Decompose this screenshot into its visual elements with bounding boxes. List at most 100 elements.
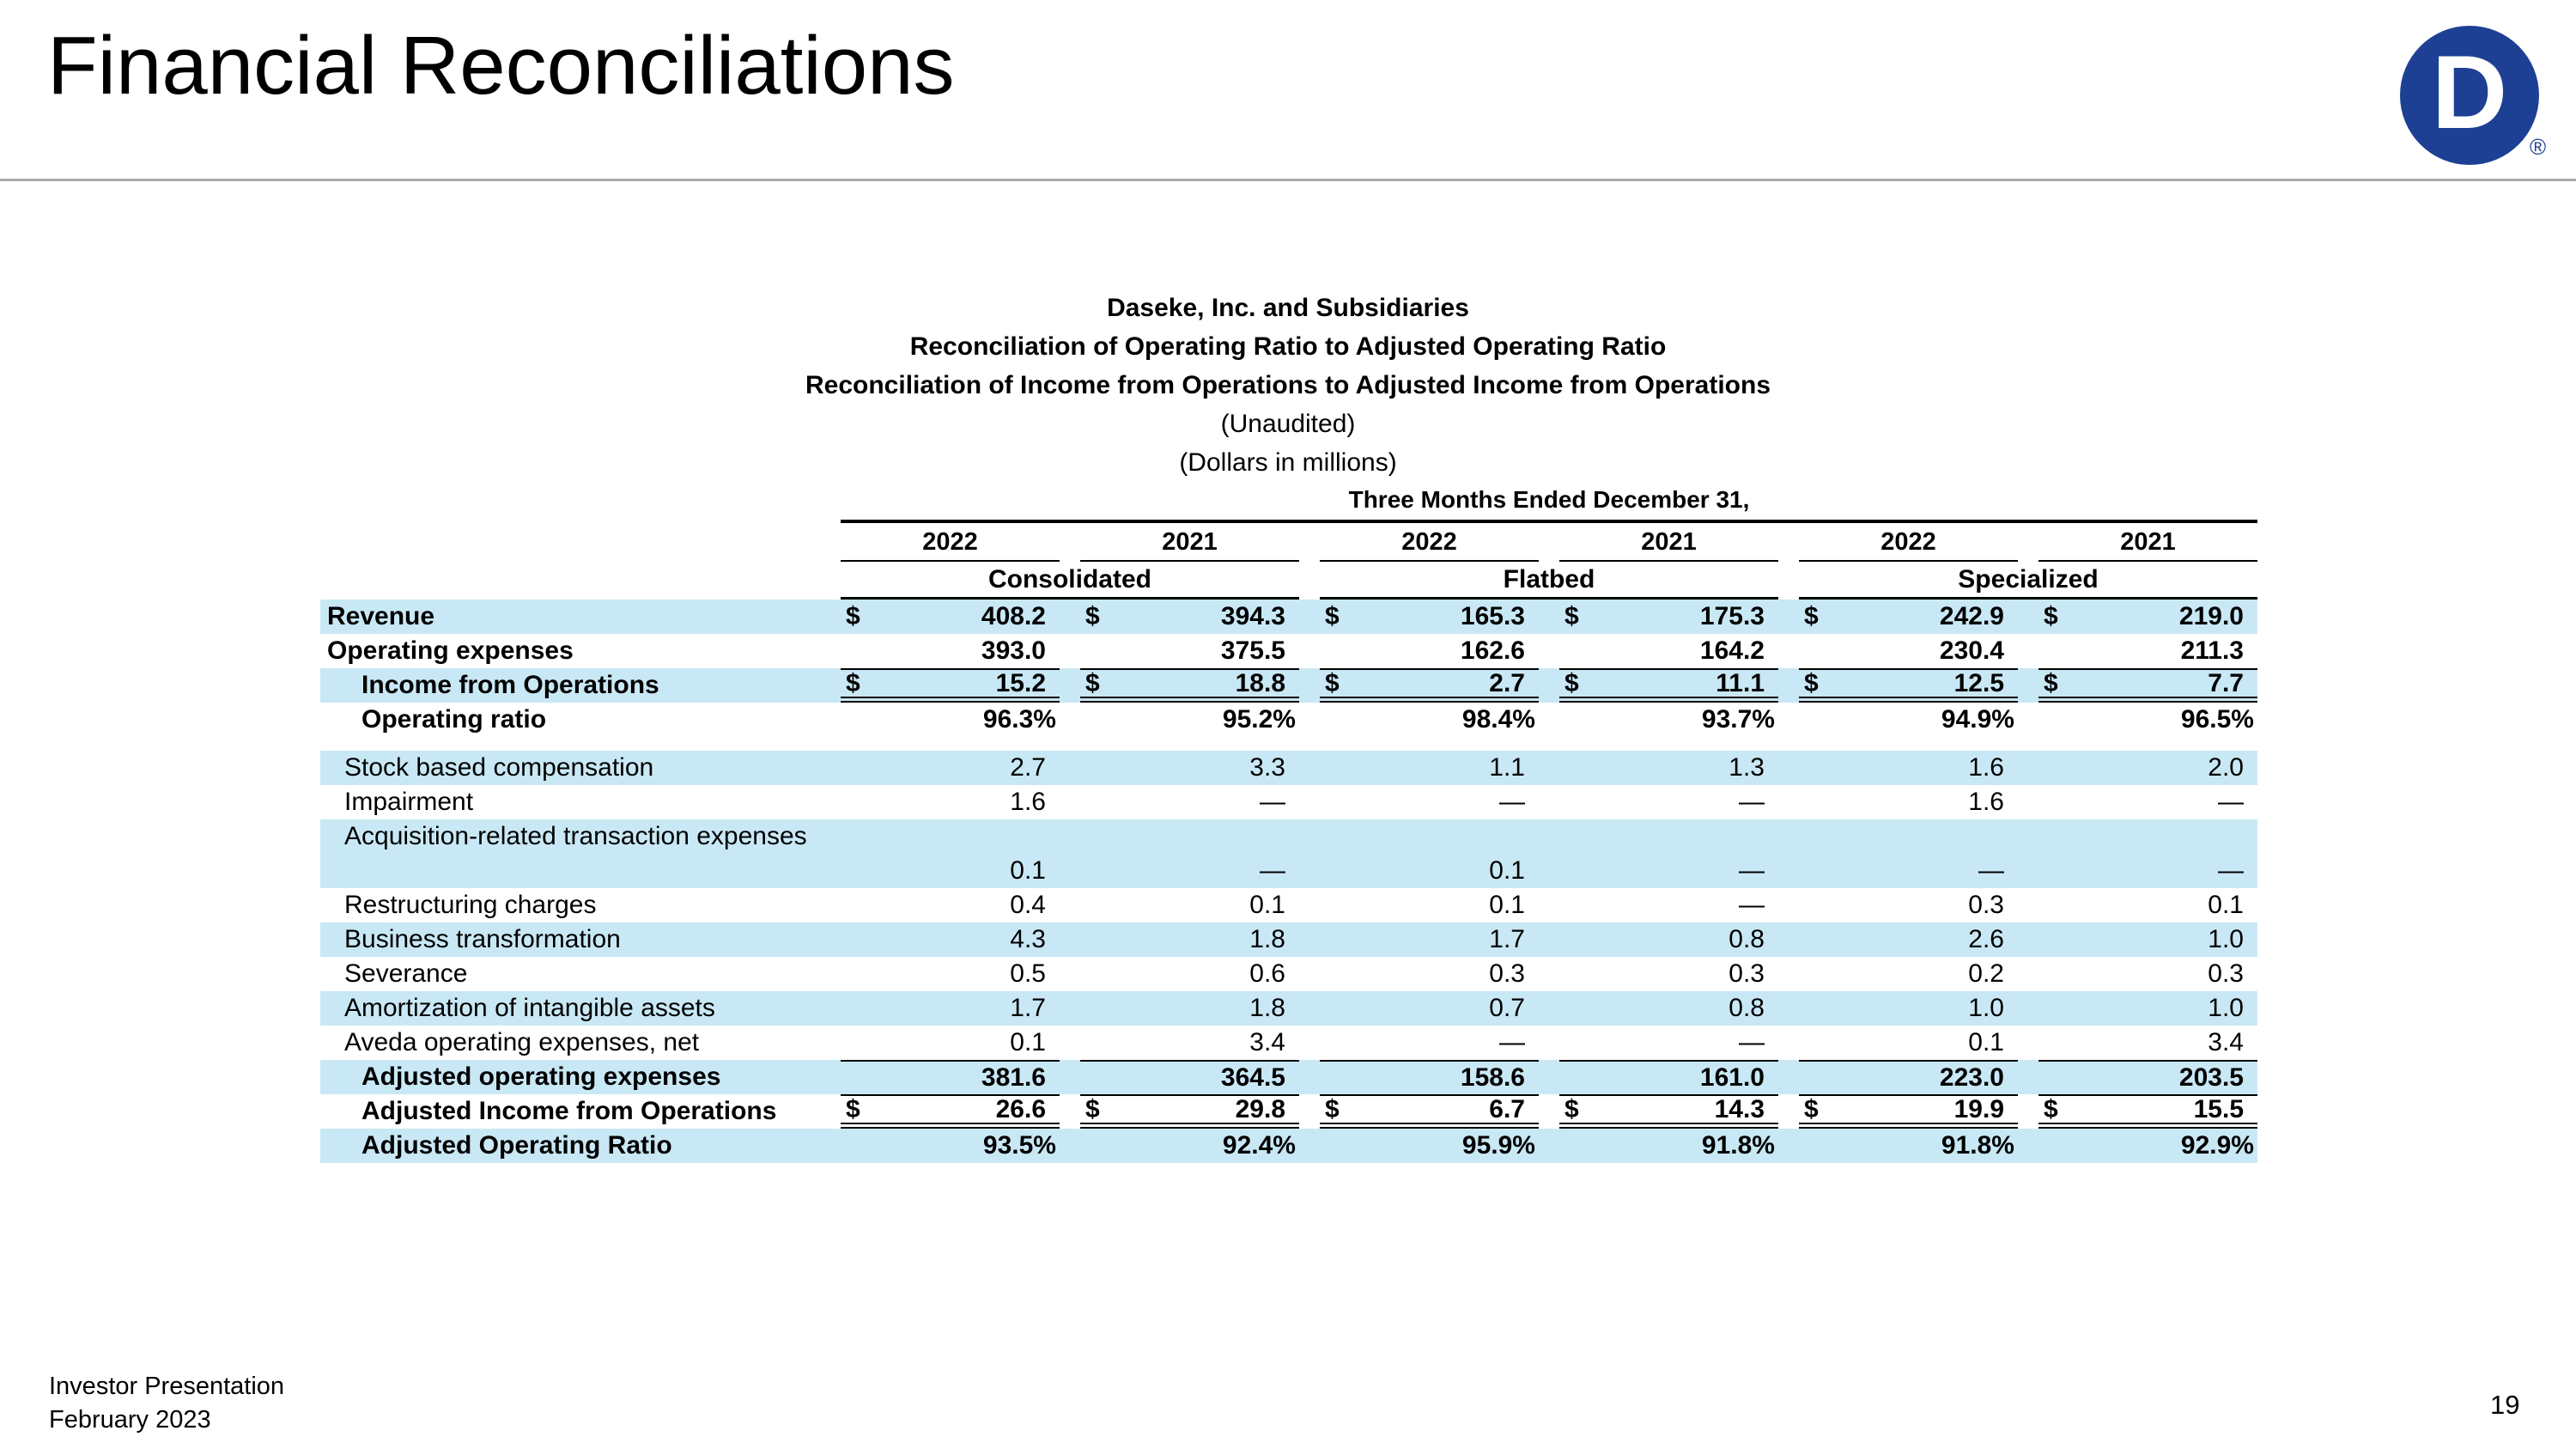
- cell-value: —: [1320, 1026, 1539, 1060]
- table-row: Operating ratio 96.3% 95.2% 98.4% 93.7% 94.9%…: [320, 703, 2257, 737]
- cell-number: 95.9%: [1461, 1131, 1535, 1160]
- cell-value: $19.9: [1799, 1094, 2018, 1129]
- cell-number: 203.5: [2178, 1063, 2244, 1092]
- cell-number: 1.0: [2208, 925, 2244, 953]
- cell-value: 0.7: [1320, 991, 1539, 1026]
- cell-value: 1.6: [1799, 785, 2018, 819]
- cell-value: 1.3: [1559, 751, 1778, 785]
- cell-value: —: [1799, 819, 2018, 888]
- year-header: 2022: [841, 523, 1060, 562]
- cell-number: —: [1260, 788, 1285, 816]
- spacer: [320, 523, 820, 562]
- dollar-sign: $: [846, 1094, 860, 1123]
- row-label: Adjusted operating expenses: [361, 1062, 721, 1091]
- cell-number: 394.3: [1220, 602, 1285, 630]
- year-header: 2021: [2038, 523, 2257, 562]
- cell-value: 2.7: [841, 751, 1060, 785]
- cell-number: 26.6: [995, 1094, 1046, 1123]
- cell-value: 4.3: [841, 922, 1060, 957]
- row-label: Business transformation: [344, 925, 621, 953]
- cell-value: $2.7: [1320, 668, 1539, 703]
- dollar-sign: $: [1804, 602, 1819, 630]
- table-body: Revenue $408.2 $394.3 $165.3 $175.3 $242.9 $21…: [320, 600, 2257, 1163]
- cell-number: 408.2: [981, 602, 1046, 630]
- cell-value: —: [1559, 888, 1778, 922]
- cell-value: —: [1559, 1026, 1778, 1060]
- cell-number: 12.5: [1953, 668, 2004, 697]
- row-label: Restructuring charges: [344, 891, 597, 919]
- cell-number: 0.3: [1968, 891, 2004, 919]
- cell-number: 158.6: [1460, 1063, 1525, 1092]
- cell-value: 0.1: [1799, 1026, 2018, 1060]
- cell-value: $408.2: [841, 600, 1060, 634]
- cell-value: 230.4: [1799, 634, 2018, 668]
- cell-number: 1.7: [1010, 994, 1046, 1022]
- cell-value: 0.1: [841, 819, 1060, 888]
- cell-number: 2.7: [1010, 753, 1046, 782]
- year-header-row: 2022 2021 2022 2021 2022 2021: [320, 523, 2257, 562]
- cell-number: 164.2: [1699, 636, 1765, 665]
- cell-value: $14.3: [1559, 1094, 1778, 1129]
- cell-number: 1.6: [1010, 788, 1046, 816]
- cell-value: 0.1: [1320, 819, 1539, 888]
- cell-number: 0.1: [1010, 1028, 1046, 1056]
- cell-number: —: [1499, 1028, 1525, 1056]
- table-row: Adjusted Income from Operations $26.6 $29.…: [320, 1094, 2257, 1129]
- cell-number: 2.6: [1968, 925, 2004, 953]
- cell-value: 1.1: [1320, 751, 1539, 785]
- cell-value: $7.7: [2038, 668, 2257, 703]
- cell-number: 93.7%: [1701, 705, 1775, 734]
- cell-value: 1.0: [2038, 922, 2257, 957]
- table-row: Impairment 1.6 — — — 1.6 —: [320, 785, 2257, 819]
- cell-value: —: [1559, 785, 1778, 819]
- cell-value: 3.4: [1080, 1026, 1299, 1060]
- cell-number: —: [1978, 856, 2004, 885]
- spacer: [320, 486, 820, 523]
- cell-number: 92.4%: [1222, 1131, 1296, 1160]
- cell-number: 211.3: [2180, 636, 2244, 665]
- footer-date-label: February 2023: [49, 1406, 211, 1434]
- dollar-sign: $: [1564, 602, 1579, 630]
- row-label: Severance: [344, 959, 468, 988]
- row-label: Acquisition-related transaction expenses: [344, 822, 807, 850]
- cell-value: 1.6: [1799, 751, 2018, 785]
- cell-number: 230.4: [1939, 636, 2004, 665]
- cell-number: 1.8: [1249, 994, 1285, 1022]
- cell-value: 91.8%: [1799, 1129, 2018, 1163]
- footer-presentation-label: Investor Presentation: [49, 1373, 285, 1400]
- cell-number: 0.1: [1249, 891, 1285, 919]
- cell-value: 2.0: [2038, 751, 2257, 785]
- cell-value: $11.1: [1559, 668, 1778, 703]
- table-row: Aveda operating expenses, net 0.1 3.4 — — 0.1…: [320, 1026, 2257, 1060]
- segment-header: Consolidated: [841, 562, 1299, 600]
- cell-number: —: [1260, 856, 1285, 885]
- cell-number: 15.5: [2193, 1094, 2244, 1123]
- cell-number: 0.2: [1968, 959, 2004, 988]
- cell-number: 375.5: [1220, 636, 1285, 665]
- cell-number: 223.0: [1939, 1063, 2004, 1092]
- cell-number: 91.8%: [1941, 1131, 2014, 1160]
- cell-number: 0.1: [2208, 891, 2244, 919]
- cell-number: 1.8: [1249, 925, 1285, 953]
- cell-value: 93.5%: [841, 1129, 1060, 1163]
- cell-value: 164.2: [1559, 634, 1778, 668]
- spacer: [320, 562, 820, 600]
- dollar-sign: $: [2044, 1094, 2058, 1123]
- cell-number: 18.8: [1235, 668, 1285, 697]
- table-heading-line: (Dollars in millions): [1179, 448, 1397, 477]
- row-label: Aveda operating expenses, net: [344, 1028, 700, 1056]
- row-label: Operating ratio: [361, 705, 547, 734]
- cell-value: $165.3: [1320, 600, 1539, 634]
- daseke-logo: D: [2400, 26, 2539, 165]
- cell-number: 96.3%: [982, 705, 1056, 734]
- year-header: 2022: [1320, 523, 1539, 562]
- logo-d-letter: D: [2431, 33, 2508, 150]
- row-label: Revenue: [327, 602, 435, 630]
- cell-value: —: [2038, 819, 2257, 888]
- cell-value: —: [1080, 785, 1299, 819]
- cell-value: 1.0: [2038, 991, 2257, 1026]
- dollar-sign: $: [1085, 668, 1100, 697]
- cell-number: 1.6: [1968, 753, 2004, 782]
- cell-value: 95.2%: [1080, 703, 1299, 737]
- cell-number: 242.9: [1939, 602, 2004, 630]
